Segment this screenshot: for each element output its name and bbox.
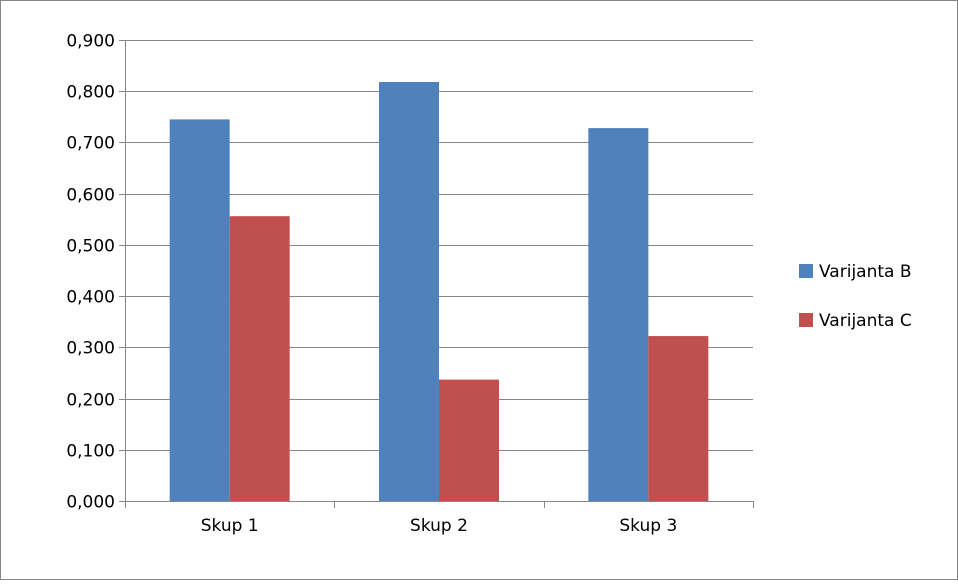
x-tick-label: Skup 1 xyxy=(201,516,259,536)
bars xyxy=(169,82,709,502)
bar-varijanta-b-skup-3 xyxy=(588,128,649,501)
bar-varijanta-b-skup-2 xyxy=(379,82,439,501)
legend-swatch xyxy=(799,264,813,278)
x-tick-labels: Skup 1 Skup 2 Skup 3 xyxy=(201,516,678,536)
y-tick-label: 0,600 xyxy=(66,186,115,206)
y-tick-label: 0,100 xyxy=(66,442,115,462)
y-tick-label: 0,000 xyxy=(66,493,115,513)
y-tick-label: 0,700 xyxy=(66,134,115,154)
legend-label: Varijanta B xyxy=(819,262,912,282)
legend: Varijanta B Varijanta C xyxy=(799,262,912,331)
y-tick-labels: 0,000 0,100 0,200 0,300 0,400 0,500 0,600 0,700… xyxy=(66,32,115,513)
bar-varijanta-c-skup-3 xyxy=(648,336,709,501)
bar-varijanta-b-skup-1 xyxy=(169,119,230,502)
bar-varijanta-c-skup-2 xyxy=(439,379,499,501)
y-tick-label: 0,200 xyxy=(66,391,115,411)
y-tick-label: 0,500 xyxy=(66,237,115,257)
bar-varijanta-c-skup-1 xyxy=(229,216,290,501)
legend-swatch xyxy=(799,313,813,327)
axes xyxy=(119,40,754,508)
y-tick-label: 0,800 xyxy=(66,83,115,103)
y-tick-label: 0,300 xyxy=(66,339,115,359)
x-tick-label: Skup 3 xyxy=(619,516,677,536)
x-tick-label: Skup 2 xyxy=(410,516,468,536)
legend-label: Varijanta C xyxy=(819,311,912,331)
y-tick-label: 0,400 xyxy=(66,288,115,308)
y-tick-label: 0,900 xyxy=(66,32,115,52)
